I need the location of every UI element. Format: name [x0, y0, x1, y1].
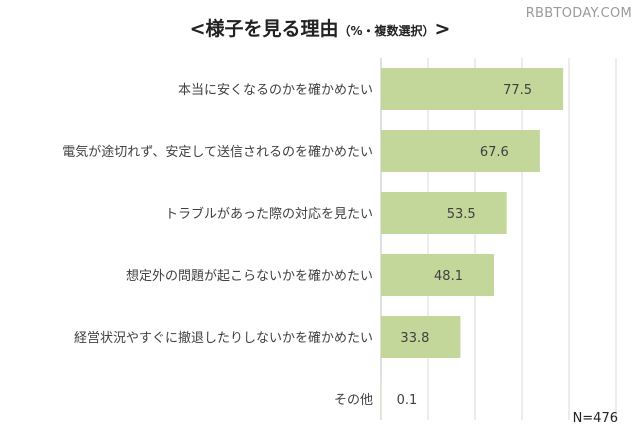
value-label-4: 33.8	[400, 331, 429, 346]
category-label-layer: 本当に安くなるのかを確かめたい電気が途切れず、安定して送信されるのを確かめたいト…	[62, 82, 373, 408]
bar-1	[381, 130, 540, 172]
bar-layer	[381, 68, 564, 420]
value-label-5: 0.1	[397, 393, 418, 408]
chart-title-main: <様子を見る理由	[189, 18, 339, 40]
chart-title: <様子を見る理由（%・複数選択）>	[0, 14, 640, 41]
category-label-3: 想定外の問題が起こらないかを確かめたい	[126, 268, 373, 284]
category-label-0: 本当に安くなるのかを確かめたい	[178, 82, 373, 98]
value-label-layer: 77.5 67.6 53.5 48.1 33.8 0.1	[397, 83, 532, 408]
bar-3	[381, 254, 495, 296]
bar-5	[381, 378, 382, 420]
bar-0	[381, 68, 564, 110]
watermark-text: RBBTODAY.COM	[525, 6, 632, 21]
category-label-1: 電気が途切れず、安定して送信されるのを確かめたい	[62, 144, 373, 160]
category-label-5: その他	[334, 393, 373, 408]
category-label-4: 経営状況やすぐに撤退したりしないかを確かめたい	[74, 330, 373, 346]
bar-4	[381, 316, 461, 358]
chart-title-end: >	[434, 18, 451, 40]
value-label-1: 67.6	[480, 145, 509, 160]
value-label-2: 53.5	[447, 207, 476, 222]
value-label-3: 48.1	[434, 269, 463, 284]
chart-title-sub: （%・複数選択）	[338, 24, 435, 38]
grid-layer	[380, 58, 617, 420]
bar-2	[381, 192, 507, 234]
value-label-0: 77.5	[503, 83, 532, 98]
sample-size-note: N=476	[572, 411, 618, 426]
category-label-2: トラブルがあった際の対応を見たい	[165, 206, 373, 222]
